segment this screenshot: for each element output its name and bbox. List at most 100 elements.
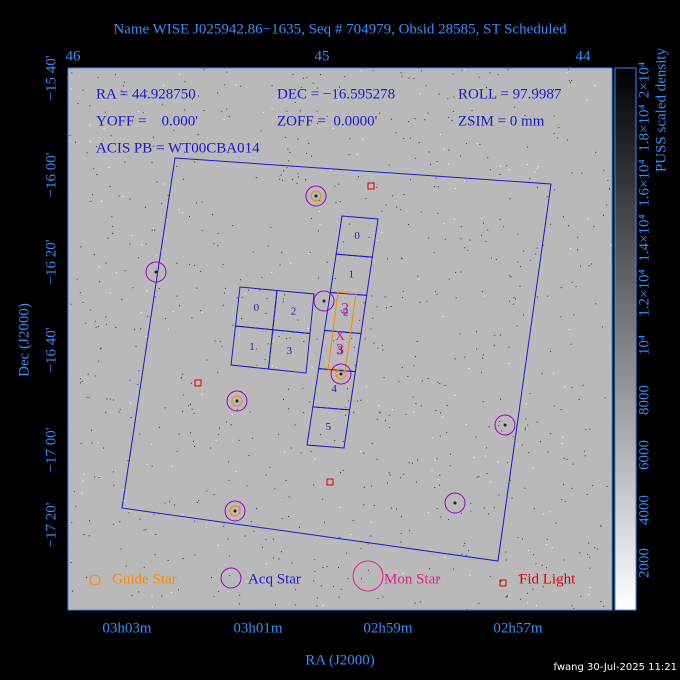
noise-dot [447,116,449,118]
noise-dot [124,270,126,272]
noise-dot [222,304,224,306]
noise-dot [194,520,196,522]
noise-dot [585,429,587,431]
noise-dot [238,506,240,508]
noise-dot [360,578,362,580]
noise-dot [74,141,76,143]
noise-dot [482,222,484,224]
noise-dot [381,232,383,234]
noise-dot [437,186,439,188]
noise-dot [401,75,403,77]
noise-dot [508,169,510,171]
noise-dot [535,253,537,255]
noise-dot [449,465,451,467]
top-tick: 44 [576,48,592,64]
noise-dot [437,212,439,214]
noise-dot [508,363,510,365]
noise-dot [156,181,158,183]
noise-dot [213,595,215,597]
noise-dot [282,298,284,300]
noise-dot [87,373,89,375]
noise-dot [129,243,131,245]
noise-dot [193,413,195,415]
noise-dot [314,458,316,460]
noise-dot [127,149,129,151]
colorbar-tick: 1.4×10⁴ [636,214,652,261]
noise-dot [104,111,106,113]
noise-dot [524,114,526,116]
noise-dot [348,154,350,156]
noise-dot [577,236,579,238]
star [453,501,457,505]
acq-star [145,261,167,283]
noise-dot [609,188,611,190]
noise-dot [371,442,373,444]
noise-dot [436,458,438,460]
noise-dot [285,480,287,482]
noise-dot [419,301,421,303]
left-tick: −17 00' [43,427,59,472]
noise-dot [566,72,568,74]
noise-dot [250,157,252,159]
noise-dot [427,112,429,114]
noise-dot [363,302,365,304]
noise-dot [506,165,508,167]
noise-dot [517,537,519,539]
noise-dot [464,247,466,249]
noise-dot [525,403,527,405]
x-axis-title: RA (J2000) [305,652,375,668]
noise-dot [480,371,482,373]
noise-dot [347,578,349,580]
noise-dot [271,365,273,367]
noise-dot [319,199,321,201]
noise-dot [568,80,570,82]
noise-dot [184,109,186,111]
noise-dot [219,341,221,343]
fid-light [367,182,375,190]
noise-dot [326,115,328,117]
noise-dot [162,183,164,185]
noise-dot [418,279,420,281]
noise-dot [292,73,294,75]
noise-dot [403,473,405,475]
noise-dot [189,403,191,405]
noise-dot [536,247,538,249]
noise-dot [289,337,291,339]
noise-dot [536,296,538,298]
noise-dot [280,174,282,176]
noise-dot [567,139,569,141]
noise-dot [396,508,398,510]
noise-dot [170,592,172,594]
noise-dot [417,459,419,461]
noise-dot [515,298,517,300]
noise-dot [282,179,284,181]
noise-dot [145,529,147,531]
noise-dot [379,112,381,114]
noise-dot [443,148,445,150]
noise-dot [267,245,269,247]
noise-dot [453,96,455,98]
noise-dot [151,229,153,231]
noise-dot [255,348,257,350]
noise-dot [588,265,590,267]
noise-dot [520,266,522,268]
noise-dot [403,137,405,139]
noise-dot [176,165,178,167]
noise-dot [444,384,446,386]
bottom-tick: 03h03m [102,620,152,636]
noise-dot [288,160,290,162]
noise-dot [106,398,108,400]
noise-dot [518,575,520,577]
noise-dot [593,225,595,227]
noise-dot [139,433,141,435]
noise-dot [311,366,313,368]
noise-dot [549,511,551,513]
noise-dot [580,595,582,597]
noise-dot [105,412,107,414]
noise-dot [334,185,336,187]
noise-dot [395,132,397,134]
noise-dot [223,525,225,527]
noise-dot [413,411,415,413]
noise-dot [227,538,229,540]
noise-dot [567,69,569,71]
